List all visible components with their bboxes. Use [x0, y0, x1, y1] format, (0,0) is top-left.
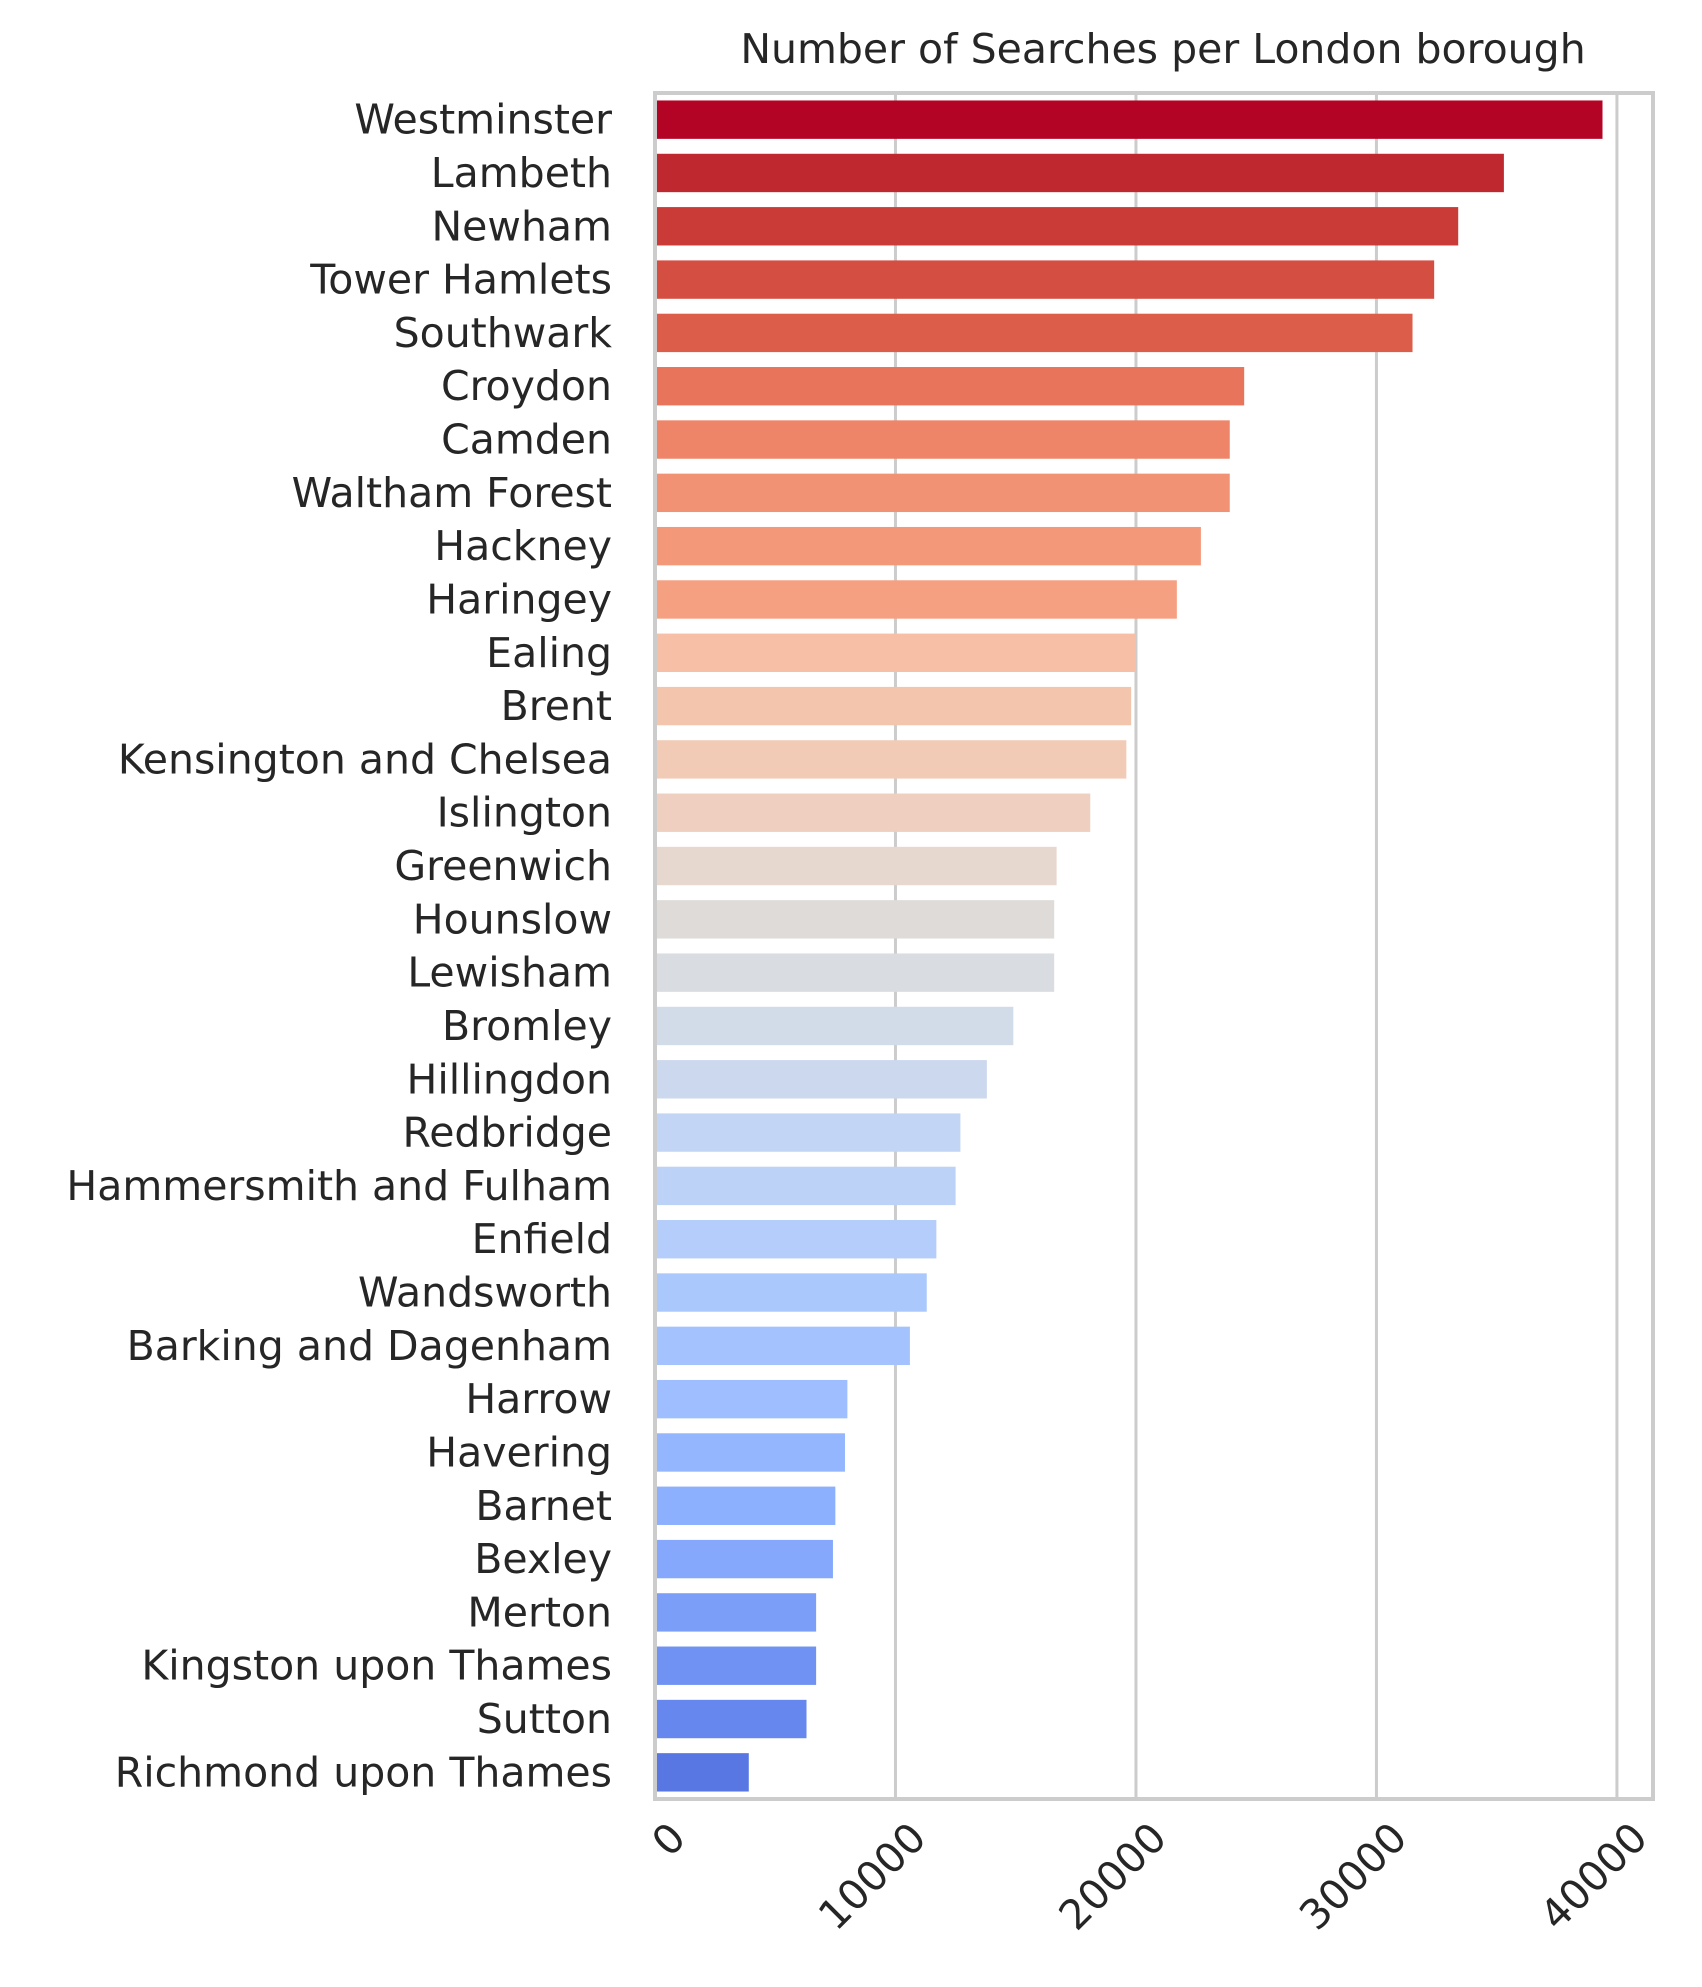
bar-hackney: [655, 526, 1201, 566]
category-label: Kensington and Chelsea: [118, 735, 612, 783]
bar-haringey: [655, 580, 1177, 619]
category-label: Lewisham: [407, 949, 612, 997]
bar-tower-hamlets: [655, 260, 1435, 299]
category-label: Sutton: [477, 1695, 612, 1743]
category-label: Bromley: [442, 1002, 612, 1050]
bar-barking-and-dagenham: [655, 1326, 910, 1366]
bar-kingston-upon-thames: [655, 1646, 817, 1685]
bar-ealing: [655, 633, 1136, 672]
category-label: Southwark: [394, 309, 613, 357]
bar-sutton: [655, 1699, 807, 1739]
bar-hillingdon: [655, 1060, 987, 1099]
x-tick-label: 0: [642, 1813, 694, 1865]
bar-camden: [655, 420, 1230, 459]
category-label: Croydon: [441, 362, 612, 410]
bar-havering: [655, 1433, 845, 1472]
category-label: Bexley: [474, 1535, 612, 1583]
category-label: Wandsworth: [358, 1269, 612, 1317]
bar-westminster: [655, 100, 1603, 139]
category-label: Lambeth: [431, 149, 612, 197]
category-label: Tower Hamlets: [309, 256, 612, 304]
category-label: Hillingdon: [406, 1055, 612, 1103]
category-label: Barnet: [475, 1482, 612, 1530]
category-label: Enfield: [472, 1215, 612, 1263]
category-label: Barking and Dagenham: [127, 1322, 612, 1370]
plot-frame: [653, 91, 1655, 1801]
chart-title: Number of Searches per London borough: [740, 25, 1585, 73]
category-label: Islington: [437, 789, 612, 837]
bar-richmond-upon-thames: [655, 1753, 749, 1792]
category-label: Camden: [441, 416, 612, 464]
x-tick-label: 40000: [1531, 1813, 1657, 1939]
bar-southwark: [655, 313, 1413, 353]
bar-bexley: [655, 1539, 833, 1579]
bar-waltham-forest: [655, 473, 1230, 513]
category-label: Hammersmith and Fulham: [66, 1162, 612, 1210]
bar-bromley: [655, 1006, 1014, 1046]
category-label: Harrow: [465, 1375, 612, 1423]
category-label: Ealing: [486, 629, 612, 677]
category-label: Greenwich: [394, 842, 612, 890]
category-label: Brent: [501, 682, 612, 730]
bar-hounslow: [655, 900, 1055, 939]
category-label: Redbridge: [403, 1109, 612, 1157]
bar-redbridge: [655, 1113, 961, 1152]
category-label: Merton: [467, 1588, 612, 1636]
x-tick-label: 30000: [1290, 1813, 1416, 1939]
bar-croydon: [655, 367, 1245, 406]
category-label: Newham: [432, 202, 612, 250]
bar-lambeth: [655, 153, 1504, 193]
category-label: Hounslow: [413, 895, 612, 943]
category-label: Waltham Forest: [292, 469, 612, 517]
category-label: Richmond upon Thames: [115, 1748, 612, 1796]
bar-hammersmith-and-fulham: [655, 1166, 956, 1206]
bar-greenwich: [655, 846, 1057, 886]
category-label: Haringey: [426, 575, 612, 623]
bar-lewisham: [655, 953, 1055, 992]
bar-newham: [655, 207, 1459, 246]
bar-kensington-and-chelsea: [655, 740, 1127, 779]
bar-enfield: [655, 1220, 937, 1259]
category-label: Westminster: [354, 96, 612, 144]
bar-wandsworth: [655, 1273, 927, 1312]
bar-merton: [655, 1593, 817, 1632]
x-tick-label: 10000: [809, 1813, 935, 1939]
bar-barnet: [655, 1486, 836, 1525]
x-tick-label: 20000: [1050, 1813, 1176, 1939]
category-label: Havering: [426, 1428, 612, 1476]
category-label: Hackney: [434, 522, 612, 570]
bar-harrow: [655, 1379, 848, 1419]
category-label: Kingston upon Thames: [141, 1642, 612, 1690]
bar-islington: [655, 793, 1091, 832]
bar-brent: [655, 686, 1132, 726]
